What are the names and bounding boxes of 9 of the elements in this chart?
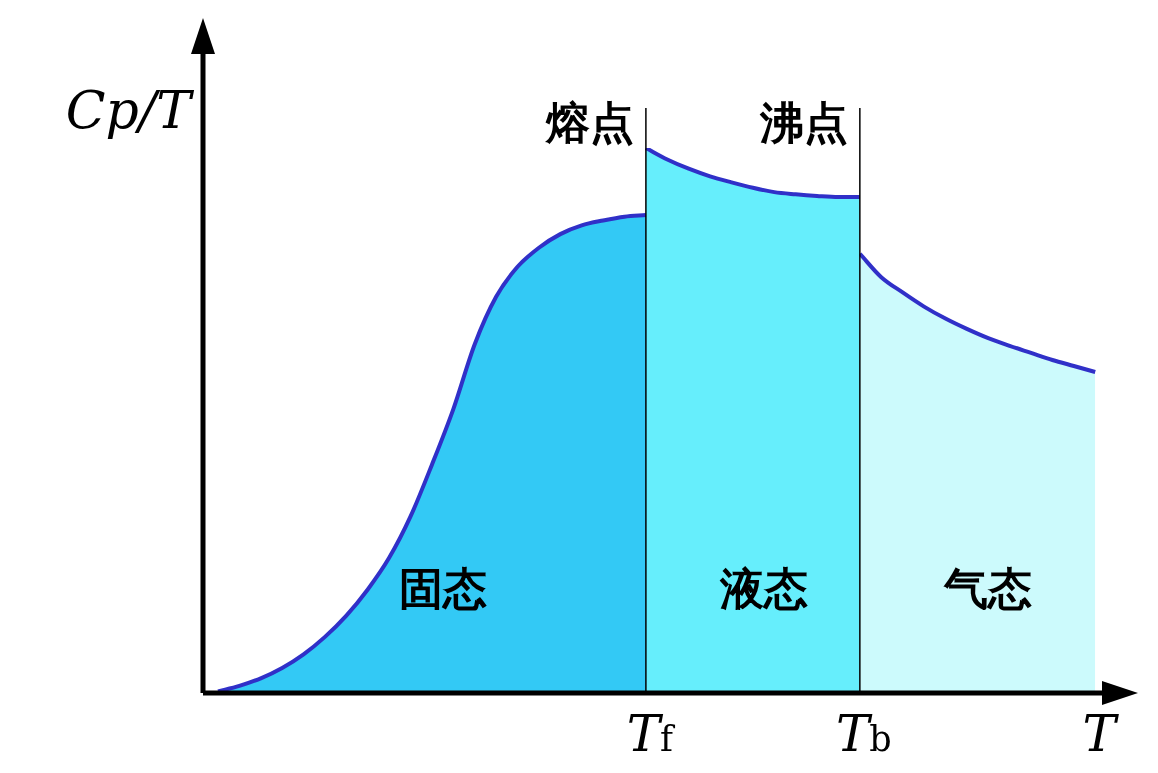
ref-line-label: 熔点 [543,97,634,148]
x-tick-label: Tb [835,705,892,763]
y-axis-title: Cp/T [65,80,195,140]
x-tick-label: T [1082,705,1120,763]
ref-line-label: 沸点 [758,97,848,148]
series-label: 气态 [943,563,1033,615]
series-label: 液态 [718,563,808,615]
x-tick-label: Tf [626,705,677,763]
series-label: 固态 [398,563,487,615]
